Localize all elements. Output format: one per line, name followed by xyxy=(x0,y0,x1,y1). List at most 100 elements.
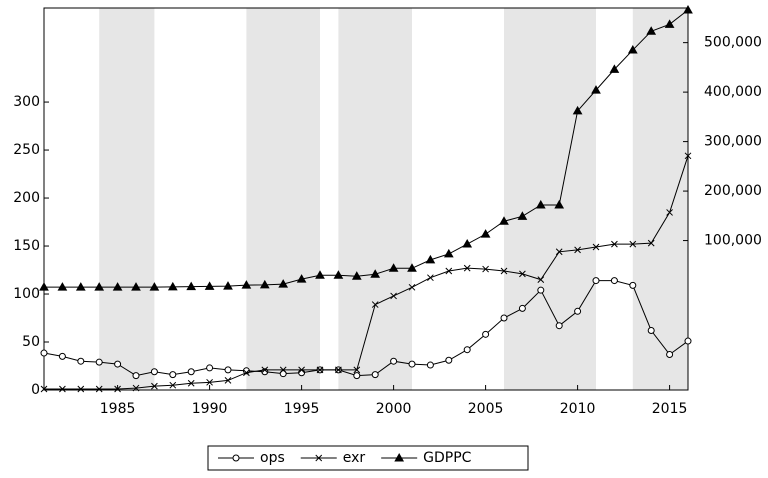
legend-label: exr xyxy=(343,450,366,466)
marker xyxy=(390,292,397,300)
marker xyxy=(627,45,638,54)
marker xyxy=(463,264,471,272)
marker xyxy=(279,366,287,374)
marker xyxy=(629,240,637,248)
marker xyxy=(353,366,361,374)
x-tick-label: 2000 xyxy=(376,401,412,417)
y-tick-label: 50 xyxy=(22,334,40,350)
y2-tick-label: 500,000 xyxy=(704,35,762,51)
y-tick-label: 0 xyxy=(31,382,40,398)
marker xyxy=(537,286,545,294)
marker xyxy=(40,349,48,357)
marker xyxy=(114,385,121,393)
marker xyxy=(535,199,546,209)
marker xyxy=(647,326,655,334)
marker xyxy=(664,19,675,28)
marker xyxy=(572,105,583,115)
marker xyxy=(462,239,473,248)
legend-label: ops xyxy=(260,450,285,466)
y2-tick-label: 200,000 xyxy=(704,183,762,199)
marker xyxy=(427,274,434,282)
marker xyxy=(388,263,399,272)
marker xyxy=(371,301,379,308)
marker xyxy=(241,280,252,289)
y2-tick-label: 100,000 xyxy=(704,233,762,249)
marker xyxy=(518,304,526,312)
marker xyxy=(353,372,361,380)
marker xyxy=(592,243,600,251)
marker xyxy=(186,281,197,291)
shaded-period xyxy=(338,8,412,390)
marker xyxy=(167,281,178,291)
marker xyxy=(500,314,508,322)
marker xyxy=(150,368,158,376)
marker xyxy=(519,270,526,278)
series-line xyxy=(44,9,689,288)
marker xyxy=(517,211,528,220)
marker xyxy=(169,371,177,379)
marker xyxy=(482,330,490,338)
marker xyxy=(278,279,289,288)
marker xyxy=(279,370,287,378)
marker xyxy=(370,269,381,278)
marker xyxy=(298,366,305,374)
marker xyxy=(94,282,105,291)
marker xyxy=(408,283,416,291)
marker xyxy=(629,281,637,289)
marker xyxy=(408,360,416,368)
marker xyxy=(480,229,491,238)
series-0 xyxy=(40,277,692,380)
marker xyxy=(206,364,214,372)
marker xyxy=(611,240,618,248)
marker xyxy=(500,267,508,275)
x-tick-label: 1990 xyxy=(192,401,228,417)
y-tick-label: 100 xyxy=(13,286,40,302)
y-tick-label: 300 xyxy=(13,94,40,110)
series-line xyxy=(44,155,689,390)
marker xyxy=(646,26,657,35)
marker xyxy=(426,361,434,369)
y2-tick-label: 400,000 xyxy=(704,84,762,100)
y-tick-label: 150 xyxy=(13,238,40,254)
marker xyxy=(204,281,215,290)
legend-box xyxy=(207,445,529,471)
marker xyxy=(390,357,398,365)
legend: ops exr GDPPC xyxy=(207,445,529,471)
marker xyxy=(132,384,140,392)
marker xyxy=(224,366,232,374)
marker xyxy=(95,385,103,393)
marker xyxy=(574,307,582,315)
y-tick-label: 200 xyxy=(13,190,40,206)
y2-tick-label: 300,000 xyxy=(704,134,762,150)
marker xyxy=(554,199,565,209)
x-tick-label: 2005 xyxy=(468,401,504,417)
marker xyxy=(232,454,240,462)
shaded-period xyxy=(504,8,596,390)
marker xyxy=(351,271,362,280)
marker xyxy=(591,85,601,94)
marker xyxy=(223,281,233,290)
x-tick-label: 1995 xyxy=(284,401,320,417)
marker xyxy=(407,263,417,272)
marker xyxy=(259,279,270,289)
marker xyxy=(394,452,405,462)
marker xyxy=(683,4,693,14)
shaded-period xyxy=(246,8,320,390)
shaded-period xyxy=(632,8,688,390)
series-2 xyxy=(39,4,693,291)
plot-frame xyxy=(43,7,689,391)
marker xyxy=(75,282,86,291)
marker xyxy=(445,356,453,364)
x-tick-label: 1985 xyxy=(100,401,136,417)
marker xyxy=(131,282,141,291)
marker xyxy=(296,274,307,283)
x-tick-label: 2015 xyxy=(652,401,688,417)
marker xyxy=(316,366,324,374)
marker xyxy=(647,239,655,247)
marker xyxy=(132,372,140,380)
x-tick-label: 2010 xyxy=(560,401,596,417)
marker xyxy=(39,282,49,291)
marker xyxy=(59,385,66,393)
marker xyxy=(243,369,250,377)
